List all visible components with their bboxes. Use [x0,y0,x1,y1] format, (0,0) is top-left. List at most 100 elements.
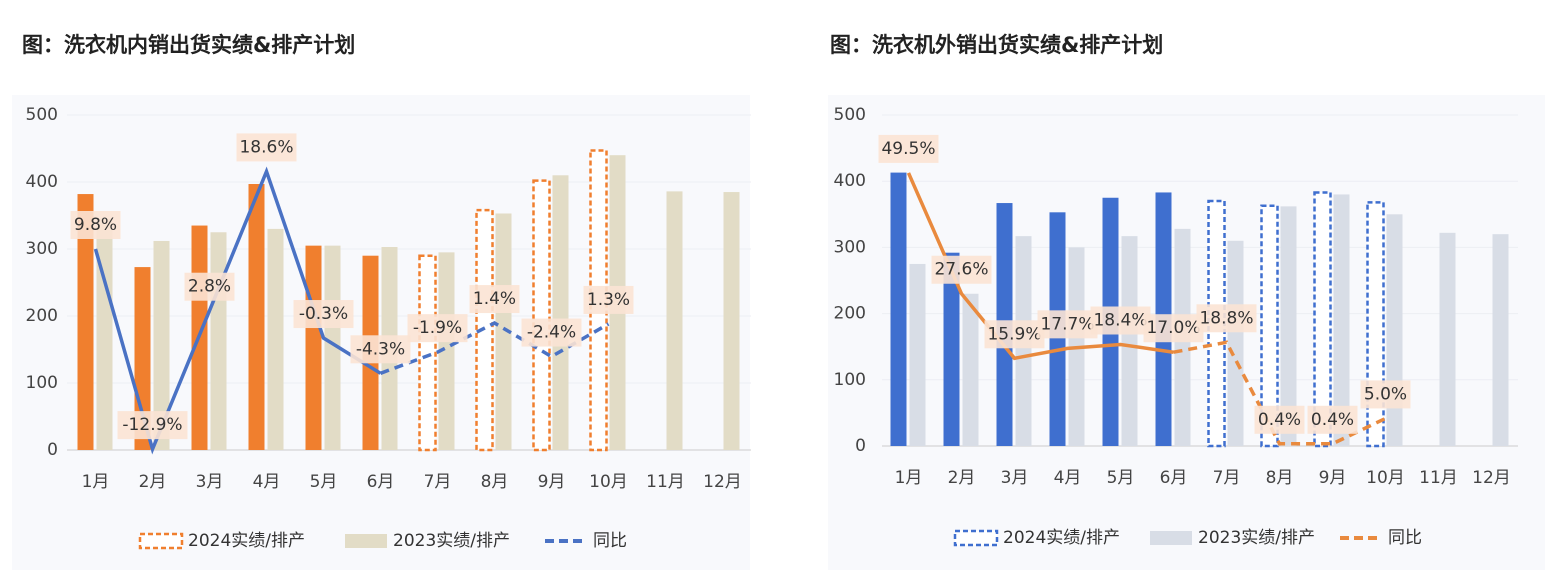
chart-title: 图：洗衣机内销出货实绩&排产计划 [22,33,355,57]
bar [909,263,926,446]
data-label: -12.9% [122,415,182,435]
y-tick-label: 200 [834,304,866,324]
label-bg [1196,304,1257,333]
x-tick-label: 4月 [253,472,281,492]
bar [418,254,437,452]
legend-swatch [345,534,387,548]
bar [532,179,551,452]
label-bg [521,318,582,347]
x-tick-label: 12月 [1472,468,1511,488]
data-label: 17.0% [1146,318,1200,338]
y-tick-label: 0 [855,436,866,456]
label-bg [1360,380,1411,409]
panel [12,95,750,570]
legend-label: 2023实绩/排产 [1198,528,1315,548]
data-label: -2.4% [527,323,576,343]
chart-title: 图：洗衣机外销出货实绩&排产计划 [830,33,1163,57]
y-tick-label: 400 [26,172,58,192]
x-tick-label: 7月 [1213,468,1241,488]
label-bg [1037,310,1098,339]
bar [210,232,227,450]
data-label: 1.3% [587,290,630,310]
bar [1260,204,1279,448]
bar [438,252,455,450]
data-label: -1.9% [413,318,462,338]
y-tick-label: 500 [26,105,58,125]
bar [1439,232,1456,446]
label-bg [984,320,1045,349]
x-tick-label: 2月 [948,468,976,488]
bar [1227,240,1244,446]
data-label: 49.5% [881,139,935,159]
bar [248,184,265,450]
label-bg [1143,314,1204,343]
label-bg [1307,405,1358,434]
label-bg [1254,405,1305,434]
legend-swatch [1150,531,1192,545]
data-label: 27.6% [934,260,988,280]
bar [890,172,907,446]
legend-label: 2024实绩/排产 [188,531,305,551]
x-tick-label: 6月 [1160,468,1188,488]
bar [153,240,170,450]
bar [77,194,94,450]
y-tick-label: 300 [26,239,58,259]
data-label: 18.8% [1199,308,1253,328]
x-tick-label: 10月 [589,472,628,492]
bar [666,191,683,450]
bar [552,175,569,451]
x-tick-label: 5月 [1107,468,1135,488]
bar [943,252,960,446]
legend-label: 2024实绩/排产 [1003,528,1120,548]
y-tick-label: 200 [26,306,58,326]
bar [723,192,740,451]
label-bg [293,300,354,329]
x-tick-label: 5月 [310,472,338,492]
legend-label: 同比 [1388,528,1422,548]
x-tick-label: 11月 [1419,468,1458,488]
x-tick-label: 7月 [424,472,452,492]
y-tick-label: 400 [834,171,866,191]
x-tick-label: 1月 [895,468,923,488]
x-tick-label: 9月 [1319,468,1347,488]
x-tick-label: 8月 [1266,468,1294,488]
y-tick-label: 0 [47,440,58,460]
data-label: 15.9% [987,324,1041,344]
data-label: -0.3% [299,304,348,324]
bar [962,293,979,446]
x-tick-label: 6月 [367,472,395,492]
bar [1366,201,1385,448]
x-tick-label: 2月 [139,472,167,492]
bar [324,245,341,450]
bar [267,228,284,450]
data-label: 9.8% [74,215,117,235]
legend-swatch [953,529,999,547]
y-tick-label: 100 [26,373,58,393]
x-tick-label: 12月 [703,472,742,492]
label-bg [583,285,634,314]
data-label: 2.8% [188,277,231,297]
legend-label: 同比 [593,531,627,551]
data-label: 0.4% [1258,410,1301,430]
x-tick-label: 4月 [1054,468,1082,488]
label-bg [70,211,121,239]
line [1173,340,1387,446]
x-tick-label: 11月 [646,472,685,492]
bar [1313,191,1332,448]
legend-label: 2023实绩/排产 [393,531,510,551]
bar [1280,206,1297,446]
y-tick-label: 100 [834,370,866,390]
label-bg [184,272,235,301]
data-label: 5.0% [1364,384,1407,404]
bar [1492,234,1509,446]
x-tick-label: 10月 [1366,468,1405,488]
y-tick-label: 500 [834,105,866,125]
bar [1333,194,1350,446]
x-tick-label: 3月 [1001,468,1029,488]
bar [495,213,512,450]
bar [1121,236,1138,446]
bar [96,218,113,450]
label-bg [236,133,297,162]
bar [305,245,322,450]
